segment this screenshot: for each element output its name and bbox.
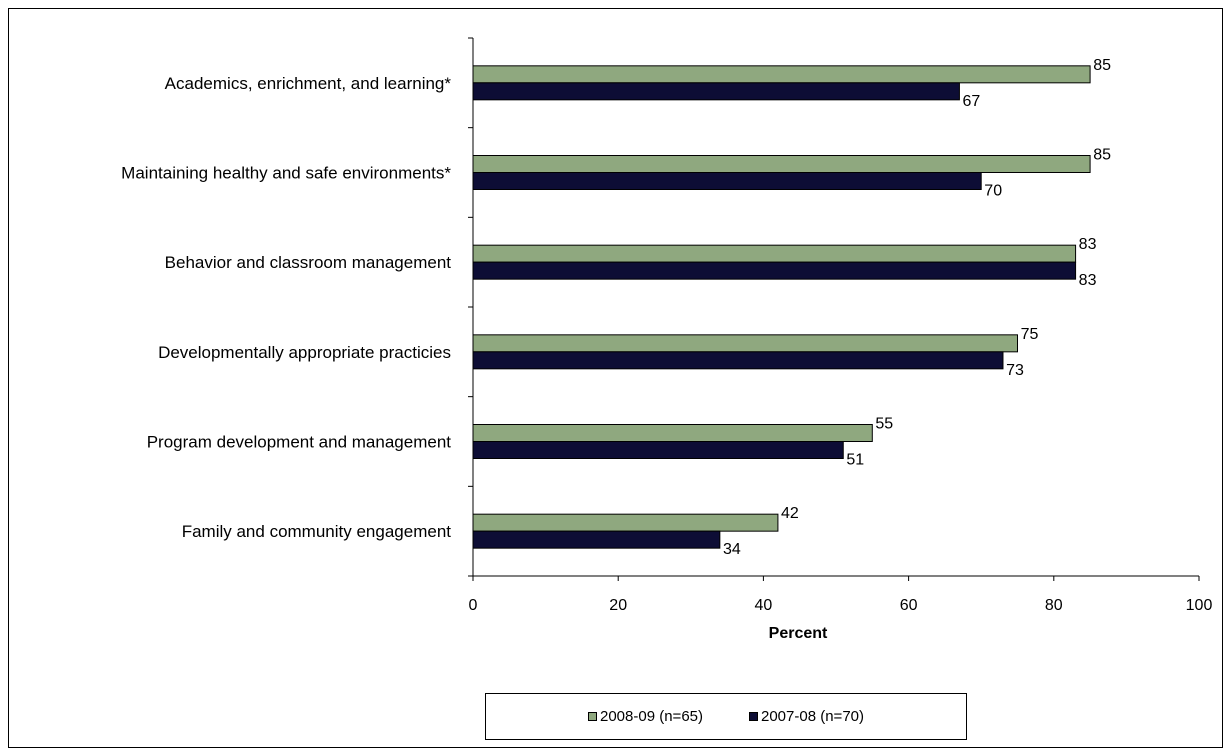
x-tick-label: 60 (900, 597, 918, 614)
value-label-series-2: 83 (1079, 272, 1097, 289)
x-tick-label: 40 (755, 597, 773, 614)
value-label-series-1: 83 (1079, 236, 1097, 253)
x-tick-label: 80 (1045, 597, 1063, 614)
x-tick-label: 20 (609, 597, 627, 614)
bar-series-1 (472, 65, 1091, 84)
value-label-series-1: 42 (781, 505, 799, 522)
value-label-series-2: 73 (1006, 362, 1024, 379)
bar-series-2 (472, 172, 982, 190)
bar-series-2 (472, 351, 1004, 370)
bar-series-2 (472, 82, 960, 101)
x-tick-label: 100 (1186, 597, 1213, 614)
bar-series-1 (472, 334, 1018, 353)
value-label-series-2: 70 (984, 183, 1002, 200)
value-label-series-1: 75 (1021, 326, 1039, 343)
bar-series-2 (472, 530, 721, 549)
legend-swatch-series-1 (588, 712, 597, 721)
category-label: Family and community engagement (182, 522, 452, 541)
value-label-series-1: 85 (1093, 57, 1111, 74)
value-label-series-2: 51 (846, 452, 864, 469)
bar-series-1 (472, 155, 1091, 173)
category-label: Maintaining healthy and safe environment… (121, 164, 451, 183)
bar-series-2 (472, 261, 1077, 280)
category-label: Developmentally appropriate practicies (158, 343, 451, 362)
legend-swatch-series-2 (749, 712, 758, 721)
bar-series-1 (472, 513, 779, 532)
x-tick-label: 0 (469, 597, 478, 614)
bar-series-1 (472, 244, 1077, 263)
legend-item-series-2: 2007-08 (n=70) (749, 708, 864, 725)
category-label: Academics, enrichment, and learning* (165, 74, 452, 93)
legend-label-series-1: 2008-09 (n=65) (600, 708, 703, 725)
legend-item-series-1: 2008-09 (n=65) (588, 708, 703, 725)
chart-frame (8, 8, 1223, 748)
value-label-series-2: 67 (963, 93, 981, 110)
bar-series-1 (472, 424, 873, 442)
legend-label-series-2: 2007-08 (n=70) (761, 708, 864, 725)
legend: 2008-09 (n=65) 2007-08 (n=70) (485, 693, 967, 740)
bar-series-2 (472, 441, 844, 459)
category-label: Behavior and classroom management (165, 253, 452, 272)
value-label-series-1: 85 (1093, 147, 1111, 164)
category-label: Program development and management (147, 433, 452, 452)
value-label-series-2: 34 (723, 541, 741, 558)
x-axis-title: Percent (769, 625, 828, 642)
value-label-series-1: 55 (875, 416, 893, 433)
